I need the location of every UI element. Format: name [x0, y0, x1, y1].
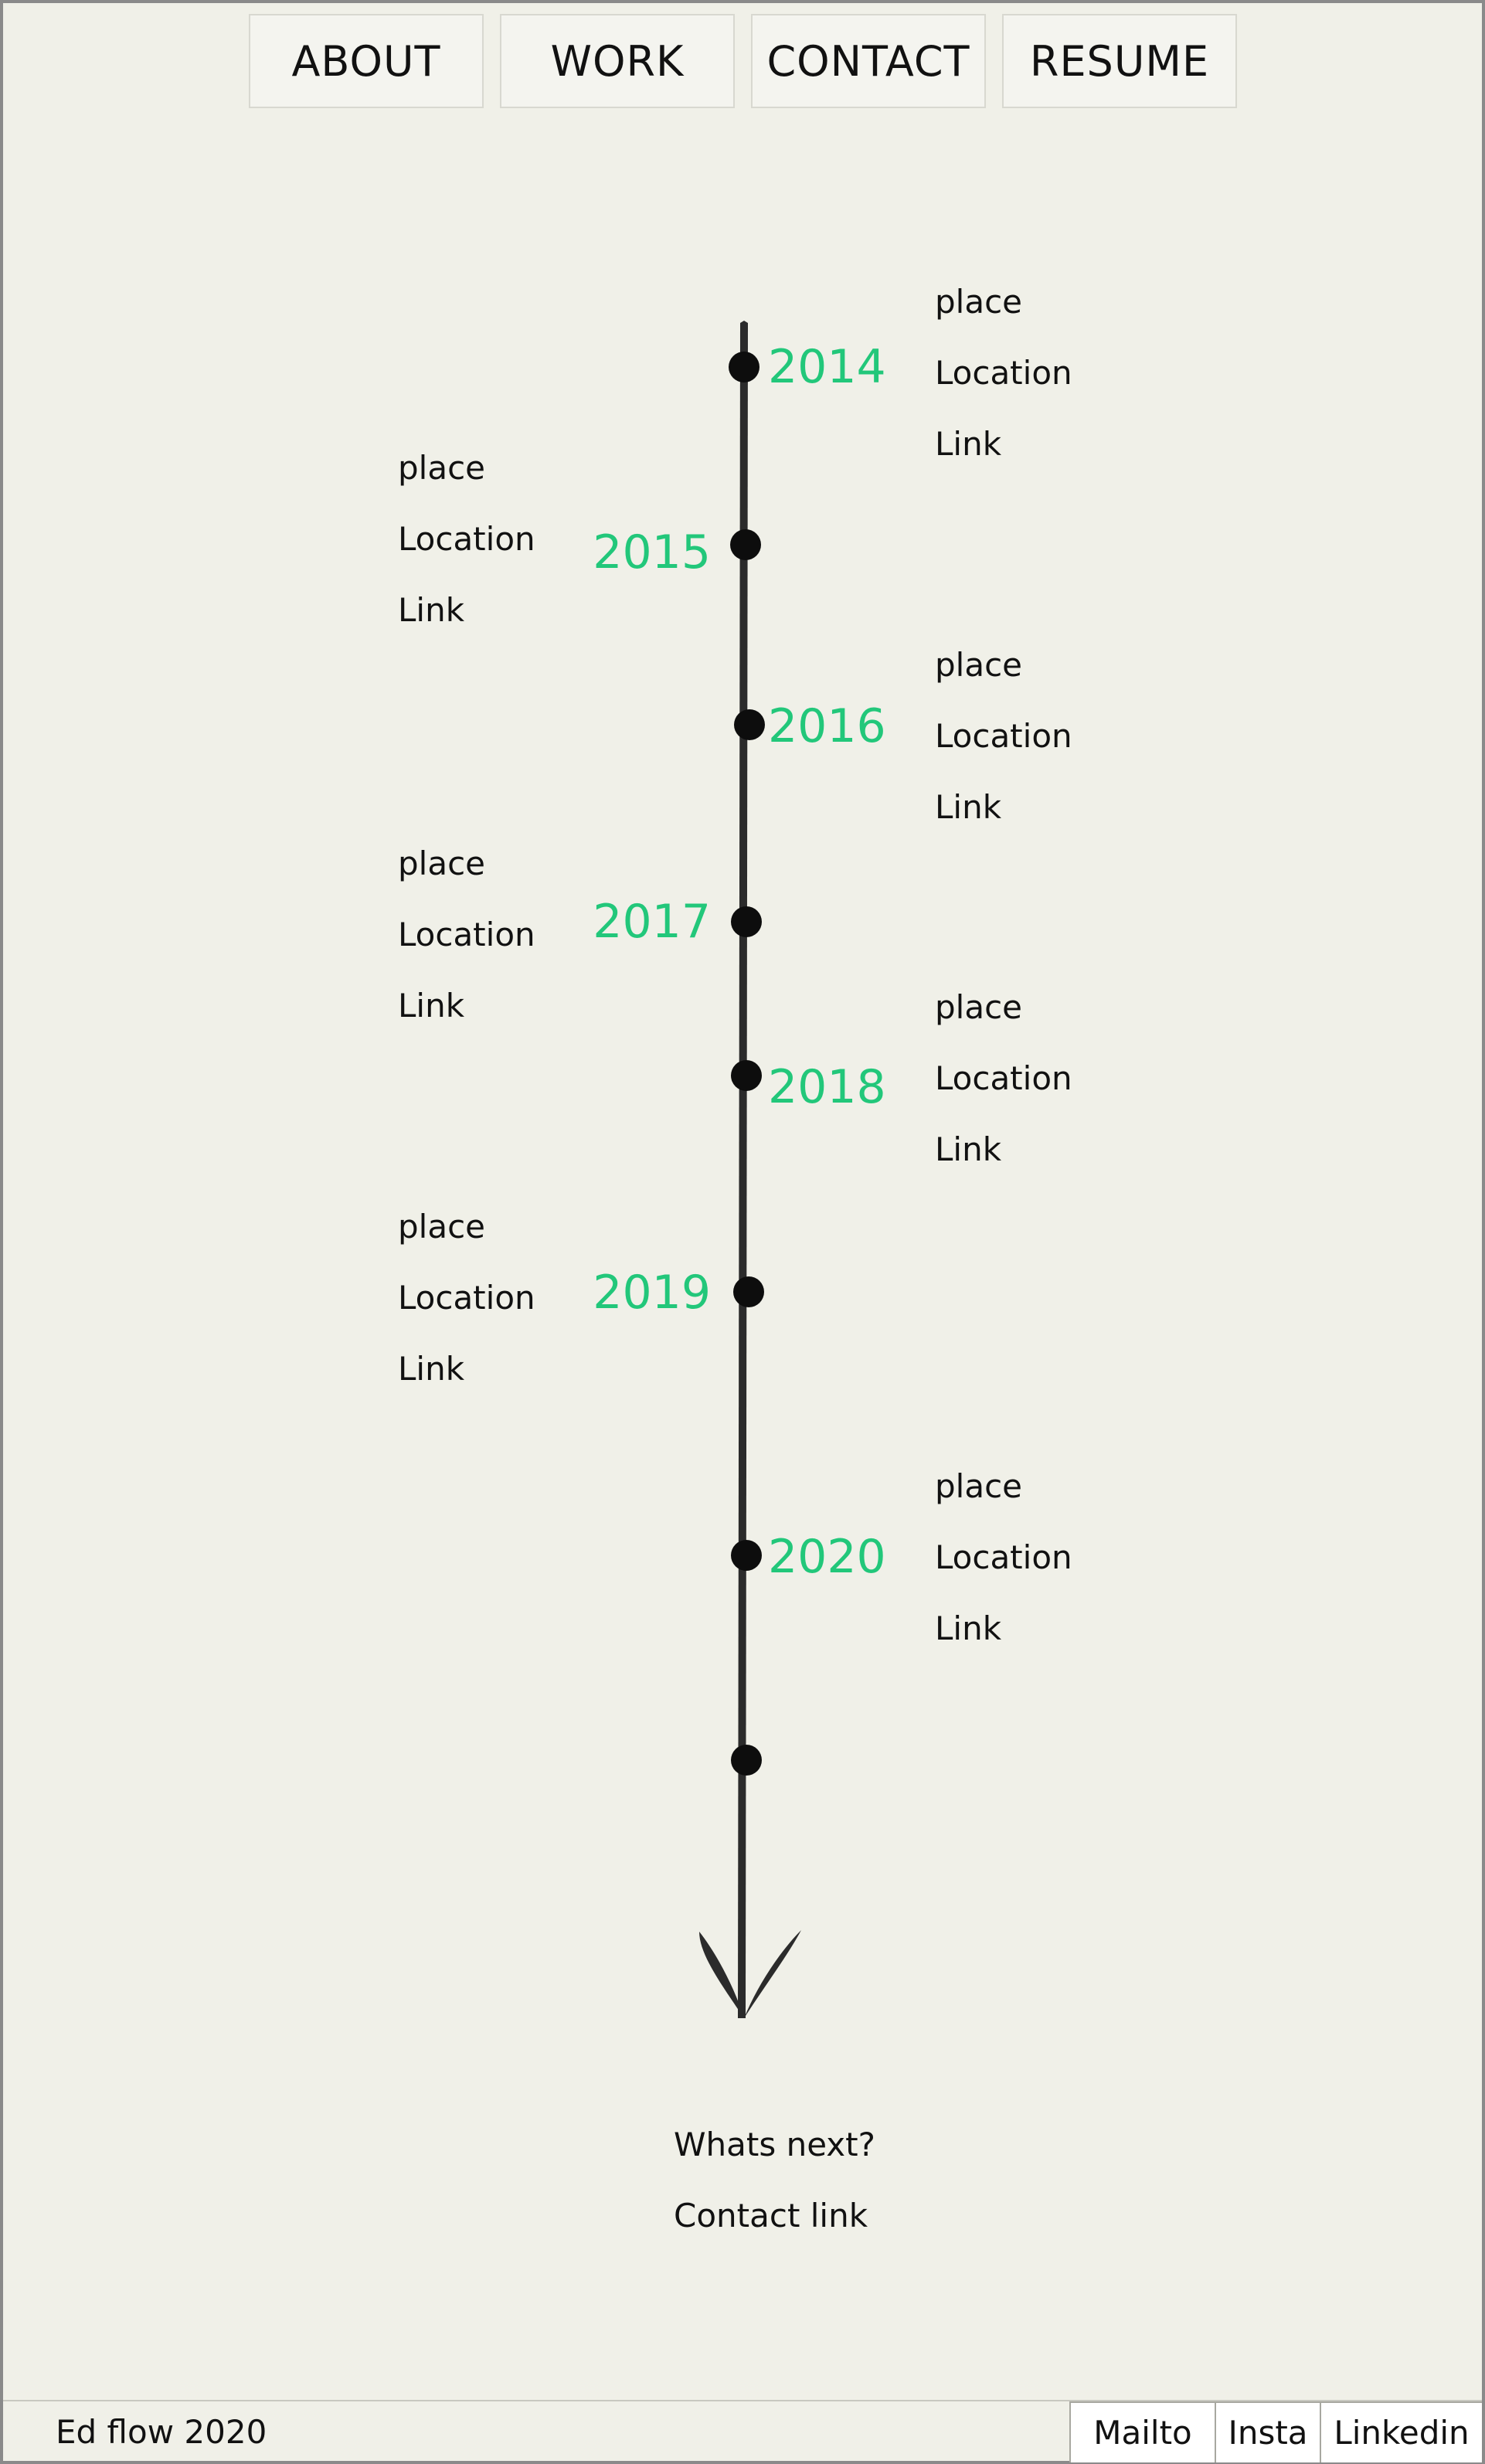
timeline-entry: place Location Link — [935, 267, 1072, 480]
entry-location: Location — [935, 717, 1072, 755]
nav-resume-button[interactable]: RESUME — [1002, 14, 1237, 108]
entry-place: place — [398, 845, 485, 882]
entry-link[interactable]: Link — [398, 987, 465, 1025]
arrow-left-blade — [699, 1932, 744, 2018]
entry-place: place — [935, 646, 1022, 684]
timeline-year: 2020 — [768, 1530, 886, 1584]
arrow-right-blade — [744, 1930, 801, 2018]
entry-location: Location — [398, 1279, 535, 1317]
timeline-year: 2014 — [768, 340, 886, 394]
nav-contact-button[interactable]: CONTACT — [751, 14, 986, 108]
timeline-dot — [730, 529, 761, 560]
timeline-dot — [729, 352, 759, 382]
footer-mailto-link[interactable]: Mailto — [1069, 2401, 1215, 2462]
entry-location: Location — [935, 354, 1072, 392]
timeline-dot — [731, 1745, 762, 1776]
entry-link[interactable]: Link — [398, 591, 465, 629]
timeline-dot — [731, 1060, 762, 1091]
nav-work-button[interactable]: WORK — [500, 14, 735, 108]
timeline-dot — [734, 709, 765, 740]
timeline-entry: place Location Link — [398, 828, 535, 1042]
entry-location: Location — [398, 916, 535, 953]
timeline-year: 2015 — [593, 525, 711, 579]
timeline-year: 2019 — [593, 1266, 711, 1320]
timeline-entry: place Location Link — [935, 630, 1072, 843]
timeline-entry: place Location Link — [935, 972, 1072, 1185]
footer-insta-link[interactable]: Insta — [1215, 2401, 1320, 2462]
entry-place: place — [935, 283, 1022, 321]
closing-section: Whats next? Contact link — [674, 2109, 875, 2252]
whats-next-text: Whats next? — [674, 2126, 875, 2163]
nav-about-button[interactable]: ABOUT — [249, 14, 484, 108]
timeline-spine — [699, 321, 801, 2018]
entry-location: Location — [935, 1538, 1072, 1576]
timeline-line — [738, 321, 748, 2018]
footer-links: Mailto Insta Linkedin — [1069, 2401, 1482, 2462]
entry-place: place — [398, 449, 485, 487]
timeline-year: 2016 — [768, 699, 886, 753]
footer-linkedin-link[interactable]: Linkedin — [1320, 2401, 1482, 2462]
timeline-dot — [731, 906, 762, 937]
entry-link[interactable]: Link — [398, 1350, 465, 1388]
entry-location: Location — [398, 520, 535, 558]
timeline-year: 2017 — [593, 895, 711, 949]
footer-title: Ed flow 2020 — [56, 2413, 267, 2451]
entry-place: place — [935, 1467, 1022, 1505]
entry-link[interactable]: Link — [935, 1130, 1002, 1168]
timeline-entry: place Location Link — [398, 433, 535, 646]
timeline-year: 2018 — [768, 1060, 886, 1114]
timeline-entry: place Location Link — [935, 1451, 1072, 1664]
entry-location: Location — [935, 1059, 1072, 1097]
timeline-dot — [733, 1276, 764, 1307]
entry-link[interactable]: Link — [935, 425, 1002, 463]
entry-link[interactable]: Link — [935, 1609, 1002, 1647]
timeline-dot — [731, 1540, 762, 1571]
footer: Ed flow 2020 Mailto Insta Linkedin — [3, 2400, 1482, 2462]
entry-place: place — [398, 1208, 485, 1246]
contact-link[interactable]: Contact link — [674, 2197, 868, 2235]
timeline-entry: place Location Link — [398, 1191, 535, 1405]
entry-place: place — [935, 988, 1022, 1026]
entry-link[interactable]: Link — [935, 788, 1002, 826]
